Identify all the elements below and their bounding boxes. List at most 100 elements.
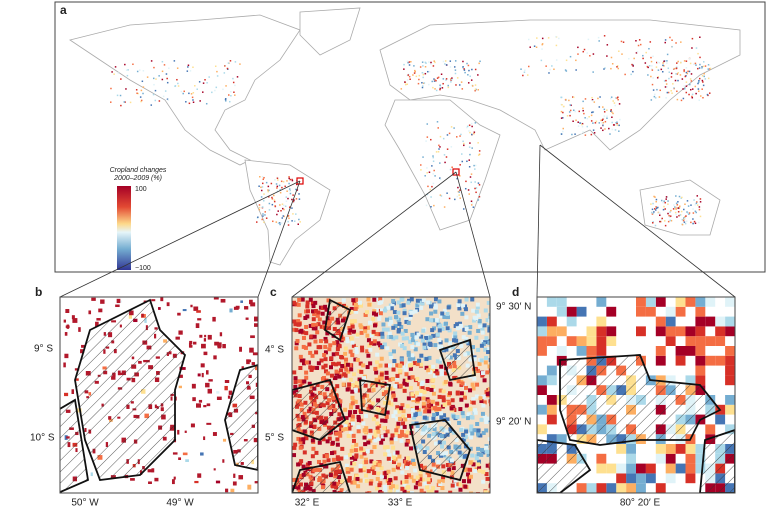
pixel <box>651 83 654 86</box>
pixel <box>359 454 364 459</box>
pixel <box>352 319 357 324</box>
pixel <box>467 432 472 437</box>
pixel <box>435 151 438 153</box>
pixel <box>291 178 293 181</box>
pixel <box>350 414 355 419</box>
pixel <box>430 205 432 208</box>
pixel <box>161 78 164 81</box>
pixel <box>695 336 706 346</box>
pixel <box>411 398 416 403</box>
pixel <box>685 71 688 74</box>
pixel <box>437 324 442 329</box>
pixel <box>368 361 373 366</box>
pixel <box>334 369 339 374</box>
pixel <box>425 387 430 392</box>
pixel <box>461 479 466 484</box>
pixel <box>555 44 558 47</box>
pixel <box>422 415 427 420</box>
pixel <box>356 484 361 489</box>
pixel <box>676 98 679 101</box>
pixel <box>391 393 396 398</box>
pixel <box>463 69 466 71</box>
pixel <box>464 403 469 408</box>
pixel <box>406 439 411 444</box>
pixel <box>610 96 613 98</box>
pixel <box>482 378 487 383</box>
pixel <box>430 196 432 198</box>
pixel <box>616 463 627 474</box>
pixel <box>407 473 412 478</box>
pixel <box>420 301 425 306</box>
pixel <box>64 332 68 336</box>
pixel <box>374 297 379 302</box>
pixel <box>287 215 290 217</box>
pixel <box>702 81 704 83</box>
pixel <box>457 420 462 425</box>
pixel <box>479 447 484 452</box>
pixel <box>655 198 658 201</box>
pixel <box>655 483 666 493</box>
pixel <box>473 131 476 133</box>
pixel <box>387 481 392 486</box>
pixel <box>375 476 380 481</box>
pixel <box>683 70 685 73</box>
pixel <box>194 85 196 87</box>
pixel <box>404 83 407 86</box>
pixel <box>422 65 424 67</box>
pixel <box>656 61 658 64</box>
pixel <box>415 475 420 480</box>
pixel <box>674 79 677 82</box>
pixel <box>375 360 380 365</box>
pixel <box>380 345 385 350</box>
pixel <box>371 417 376 422</box>
pixel <box>434 61 436 64</box>
pixel <box>376 429 381 434</box>
pixel <box>610 67 612 70</box>
pixel <box>116 94 119 97</box>
pixel <box>666 60 668 62</box>
pixel <box>190 304 193 308</box>
pixel <box>470 204 473 206</box>
pixel <box>404 475 409 480</box>
pixel <box>464 429 469 434</box>
pixel <box>603 111 606 113</box>
pixel <box>361 363 366 368</box>
pixel <box>296 189 299 191</box>
pixel <box>310 454 315 459</box>
pixel <box>630 73 632 76</box>
pixel <box>404 319 409 324</box>
pixel <box>673 204 675 206</box>
pixel <box>327 347 332 352</box>
pixel <box>439 356 444 361</box>
pixel <box>273 194 275 197</box>
pixel <box>393 315 398 320</box>
pixel <box>551 65 553 67</box>
pixel <box>670 72 673 75</box>
pixel <box>604 120 607 123</box>
pixel <box>690 221 692 224</box>
pixel <box>437 406 442 411</box>
pixel <box>707 68 710 70</box>
pixel <box>556 297 567 307</box>
pixel <box>292 453 297 458</box>
pixel <box>344 357 349 362</box>
pixel <box>390 377 395 382</box>
pixel <box>264 214 266 216</box>
pixel <box>423 72 425 74</box>
pixel <box>429 188 431 191</box>
pixel <box>485 391 490 396</box>
pixel <box>610 110 612 112</box>
pixel <box>275 183 278 185</box>
panel-label: d <box>512 285 519 299</box>
pixel <box>676 216 678 218</box>
pixel <box>372 470 377 475</box>
pixel <box>675 326 686 337</box>
pixel <box>193 341 197 345</box>
pixel <box>699 95 702 97</box>
pixel <box>178 374 183 378</box>
pixel <box>308 350 313 355</box>
pixel <box>406 300 411 305</box>
pixel <box>702 96 704 99</box>
pixel <box>262 213 264 215</box>
pixel <box>346 434 351 439</box>
